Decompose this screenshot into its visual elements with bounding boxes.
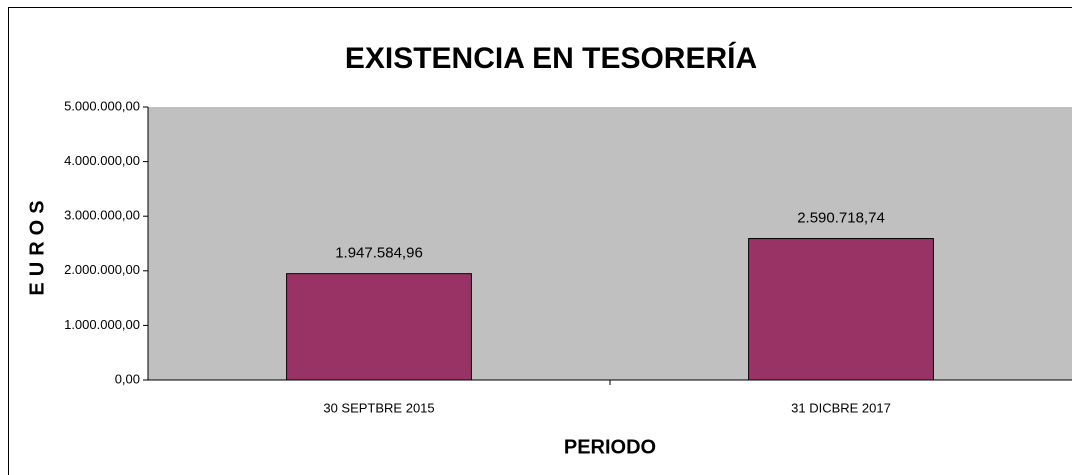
value-label: 1.947.584,96 [335, 245, 423, 262]
x-axis-title: PERIODO [564, 436, 656, 458]
x-tick-label: 30 SEPTBRE 2015 [323, 400, 434, 415]
y-axis-title: EUROS [26, 194, 48, 295]
bar [286, 273, 472, 381]
bar [748, 238, 934, 381]
y-tick-label: 2.000.000,00 [64, 262, 140, 277]
y-tick-label: 4.000.000,00 [64, 153, 140, 168]
x-tick-label: 31 DICBRE 2017 [791, 400, 891, 415]
y-tick-label: 1.000.000,00 [64, 317, 140, 332]
value-label: 2.590.718,74 [797, 210, 885, 227]
y-tick-label: 3.000.000,00 [64, 208, 140, 223]
chart-title: EXISTENCIA EN TESORERÍA [345, 41, 757, 75]
y-tick-label: 0,00 [115, 371, 140, 386]
y-tick-label: 5.000.000,00 [64, 98, 140, 113]
